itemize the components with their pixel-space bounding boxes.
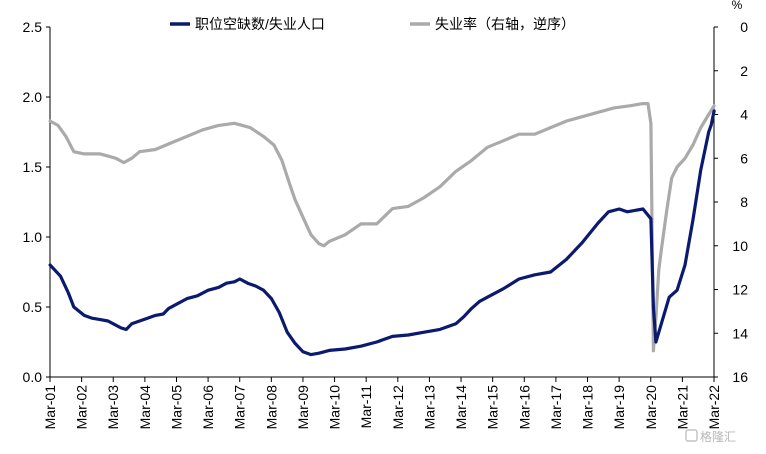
legend: 职位空缺数/失业人口 失业率（右轴，逆序） — [170, 16, 575, 32]
x-tick-label: Mar-04 — [137, 385, 153, 430]
y-right-tick-label: 16 — [732, 369, 748, 385]
x-tick-label: Mar-11 — [358, 385, 374, 429]
y-left-tick-label: 2.5 — [23, 19, 43, 35]
x-tick-label: Mar-07 — [232, 385, 248, 430]
axes: 0.0 0.5 1.0 1.5 2.0 2.5 0 2 4 6 8 10 12 14 16 Mar-01 Mar… — [23, 19, 749, 429]
watermark: 格隆汇 — [685, 429, 736, 444]
x-tick-label: Mar-08 — [263, 385, 279, 430]
x-tick-label: Mar-05 — [168, 385, 184, 430]
y-left-tick-label: 1.5 — [23, 159, 43, 175]
x-tick-label: Mar-01 — [42, 385, 58, 430]
x-tick-label: Mar-10 — [327, 385, 343, 430]
y-right-tick-label: 12 — [732, 282, 748, 298]
y-left-tick-label: 0.0 — [23, 369, 43, 385]
x-tick-label: Mar-22 — [706, 385, 722, 430]
x-tick-label: Mar-13 — [421, 385, 437, 430]
x-tick-label: Mar-18 — [580, 385, 596, 430]
watermark-text: 格隆汇 — [700, 429, 736, 444]
y-right-tick-label: 6 — [740, 150, 748, 166]
x-tick-label: Mar-09 — [295, 385, 311, 430]
y-right-tick-label: 8 — [740, 194, 748, 210]
y-right-tick-label: 4 — [740, 107, 748, 123]
x-tick-label: Mar-15 — [485, 385, 501, 430]
legend-label-series-2: 失业率（右轴，逆序） — [435, 16, 575, 32]
x-tick-label: Mar-16 — [516, 385, 532, 430]
y-right-tick-label: 10 — [732, 238, 748, 254]
series-line-1 — [48, 109, 716, 357]
series-line-2 — [48, 102, 716, 353]
x-tick-label: Mar-14 — [453, 385, 469, 430]
x-tick-label: Mar-20 — [643, 385, 659, 430]
x-tick-label: Mar-06 — [200, 385, 216, 430]
y-left-tick-label: 2.0 — [23, 89, 43, 105]
x-tick-label: Mar-03 — [105, 385, 121, 430]
watermark-logo-icon — [685, 429, 698, 442]
x-tick-label: Mar-17 — [548, 385, 564, 430]
y-left-tick-label: 1.0 — [23, 229, 43, 245]
plot-area — [48, 102, 716, 357]
legend-label-series-1: 职位空缺数/失业人口 — [195, 16, 325, 32]
right-axis-unit: % — [732, 0, 743, 12]
y-left-tick-label: 0.5 — [23, 299, 43, 315]
x-tick-label: Mar-12 — [390, 385, 406, 430]
x-tick-label: Mar-19 — [611, 385, 627, 430]
y-right-tick-label: 0 — [740, 19, 748, 35]
x-tick-label: Mar-21 — [674, 385, 690, 430]
y-right-tick-label: 14 — [732, 325, 748, 341]
y-right-tick-label: 2 — [740, 63, 748, 79]
x-tick-label: Mar-02 — [74, 385, 90, 430]
